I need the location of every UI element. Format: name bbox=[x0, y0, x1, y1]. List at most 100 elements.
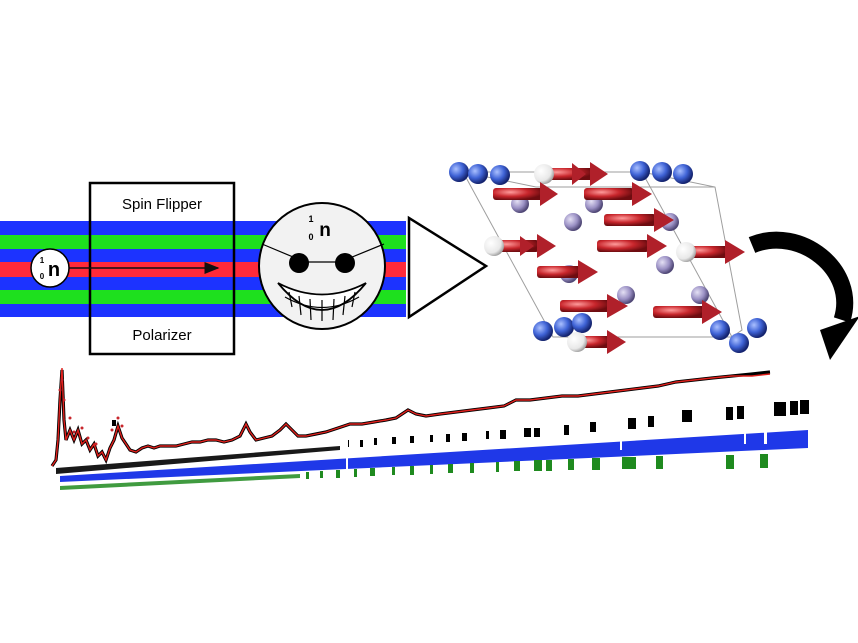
data-point bbox=[110, 428, 114, 432]
spin-arrow bbox=[653, 300, 722, 324]
tick bbox=[760, 454, 768, 468]
data-point bbox=[120, 424, 124, 428]
spin-flipper-label: Spin Flipper bbox=[122, 196, 202, 213]
data-point bbox=[68, 416, 72, 420]
smiley-neutron: 1 0 n bbox=[258, 202, 386, 330]
diffraction-pattern bbox=[50, 367, 809, 490]
reflection-ticks-black bbox=[112, 400, 809, 447]
tick bbox=[112, 420, 116, 426]
tick bbox=[564, 425, 569, 435]
tick bbox=[524, 428, 531, 437]
tick bbox=[500, 430, 506, 439]
reflection-band-blue bbox=[60, 430, 808, 482]
curved-arrow bbox=[748, 231, 858, 360]
band-gap bbox=[346, 440, 348, 470]
smiley-mass-number: 1 bbox=[308, 214, 313, 224]
neutron-letter: n bbox=[48, 259, 60, 281]
spin-arrow bbox=[534, 162, 608, 186]
magnetic-moments bbox=[484, 162, 745, 354]
atom bbox=[449, 162, 469, 182]
tick bbox=[622, 457, 636, 469]
tick bbox=[628, 418, 636, 429]
left-lens bbox=[289, 253, 309, 273]
atom bbox=[617, 286, 635, 304]
right-lens bbox=[335, 253, 355, 273]
spin-arrow bbox=[567, 330, 626, 354]
crystal-structure bbox=[449, 161, 767, 354]
curved-arrow-shaft bbox=[748, 231, 854, 323]
polarizer-label: Polarizer bbox=[132, 327, 191, 344]
band-gap bbox=[620, 424, 622, 450]
data-point bbox=[72, 430, 76, 434]
analyzer-triangle bbox=[407, 215, 489, 320]
tick bbox=[336, 470, 340, 478]
atom bbox=[691, 286, 709, 304]
curved-arrow-head bbox=[820, 316, 858, 360]
data-point bbox=[58, 388, 62, 392]
neutron-atomic-number: 0 bbox=[40, 272, 45, 281]
tick bbox=[800, 400, 809, 414]
atom bbox=[554, 317, 574, 337]
tick bbox=[737, 406, 744, 419]
atom bbox=[630, 161, 650, 181]
data-point bbox=[94, 442, 98, 446]
atom bbox=[729, 333, 749, 353]
atom bbox=[572, 313, 592, 333]
spin-arrow bbox=[560, 294, 628, 318]
data-point bbox=[86, 436, 90, 440]
tick bbox=[726, 407, 733, 420]
tick bbox=[726, 455, 734, 469]
tick bbox=[306, 472, 309, 479]
spin-arrow bbox=[484, 234, 556, 258]
data-points-low-angle bbox=[58, 378, 124, 446]
spin-arrow bbox=[537, 260, 598, 284]
spin-arrow bbox=[493, 182, 558, 206]
data-point bbox=[60, 378, 64, 382]
neutron-particle: 1 0 n bbox=[30, 248, 70, 288]
tick bbox=[568, 459, 574, 470]
data-point bbox=[62, 398, 66, 402]
tick bbox=[774, 402, 786, 416]
atom bbox=[564, 213, 582, 231]
tick bbox=[648, 416, 654, 427]
spin-arrow bbox=[604, 208, 674, 232]
tick bbox=[790, 401, 798, 415]
tick bbox=[446, 434, 450, 442]
tick bbox=[354, 469, 357, 477]
corner-atoms bbox=[449, 161, 767, 353]
atom bbox=[710, 320, 730, 340]
calculated-fit bbox=[51, 367, 771, 467]
neutron-mass-number: 1 bbox=[40, 256, 45, 265]
spin-arrow bbox=[676, 240, 745, 264]
neutron-circle bbox=[30, 248, 70, 288]
tick bbox=[590, 422, 596, 432]
tick bbox=[374, 438, 377, 445]
atom bbox=[747, 318, 767, 338]
tick bbox=[682, 410, 692, 422]
atom bbox=[673, 164, 693, 184]
tick bbox=[320, 471, 323, 478]
atom bbox=[533, 321, 553, 341]
spin-arrow bbox=[597, 234, 667, 258]
tick bbox=[360, 440, 363, 447]
atom bbox=[656, 256, 674, 274]
atom bbox=[652, 162, 672, 182]
tick bbox=[534, 428, 540, 437]
atom bbox=[468, 164, 488, 184]
tick bbox=[370, 468, 375, 476]
tick bbox=[392, 437, 396, 444]
tick bbox=[410, 466, 414, 475]
tick bbox=[534, 460, 542, 471]
tick bbox=[410, 436, 414, 443]
data-point bbox=[80, 426, 84, 430]
atom bbox=[490, 165, 510, 185]
tick bbox=[392, 467, 395, 475]
reflection-ticks-green bbox=[306, 454, 768, 479]
grin-teeth bbox=[284, 291, 360, 321]
data-point bbox=[116, 416, 120, 420]
reflection-ticks-black-dense bbox=[56, 446, 340, 474]
tick bbox=[486, 431, 489, 439]
tick bbox=[656, 456, 663, 469]
tick bbox=[514, 461, 520, 471]
